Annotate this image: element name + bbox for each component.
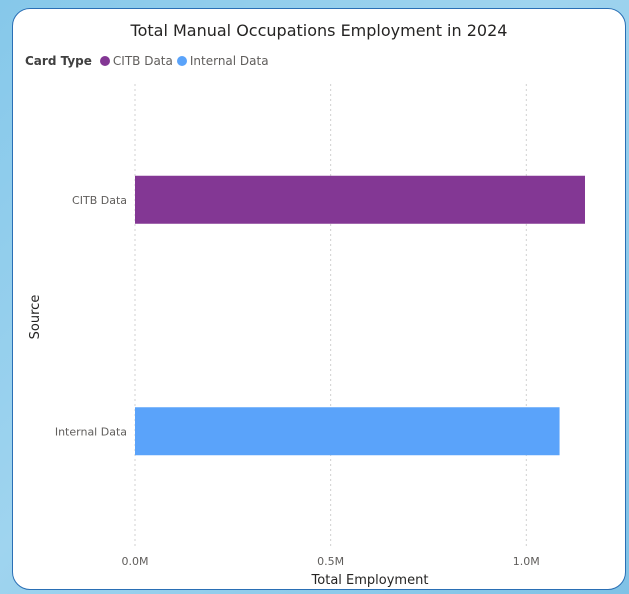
x-axis-title: Total Employment (311, 573, 429, 588)
chart-title: Total Manual Occupations Employment in 2… (130, 21, 508, 40)
legend-item-citb[interactable]: CITB Data (99, 54, 173, 68)
legend-marker-internal (176, 56, 187, 66)
y-tick-label: Internal Data (55, 425, 127, 438)
legend: Card Type CITB Data Internal Data (25, 54, 273, 68)
x-tick-label: 0.5M (317, 555, 344, 568)
plot-area: 0.0M 0.5M 1.0M CITB Data Internal Data Total… (28, 84, 585, 588)
legend-item-internal[interactable]: Internal Data (176, 54, 269, 68)
x-tick-label: 1.0M (513, 555, 540, 568)
chart-card: Total Manual Occupations Employment in 2… (12, 8, 626, 590)
bar-layer (135, 175, 585, 456)
y-axis-title: Source (28, 295, 43, 340)
legend-label-internal: Internal Data (189, 54, 269, 68)
legend-title: Card Type (25, 54, 92, 68)
bar-citb-data[interactable] (135, 175, 585, 224)
grid-layer (134, 84, 527, 547)
x-tick-label: 0.0M (122, 555, 149, 568)
y-tick-label: CITB Data (72, 194, 127, 207)
label-layer: 0.0M 0.5M 1.0M CITB Data Internal Data (55, 194, 540, 568)
legend-marker-citb (99, 56, 110, 66)
bar-internal-data[interactable] (135, 407, 560, 456)
legend-label-citb: CITB Data (112, 54, 173, 68)
